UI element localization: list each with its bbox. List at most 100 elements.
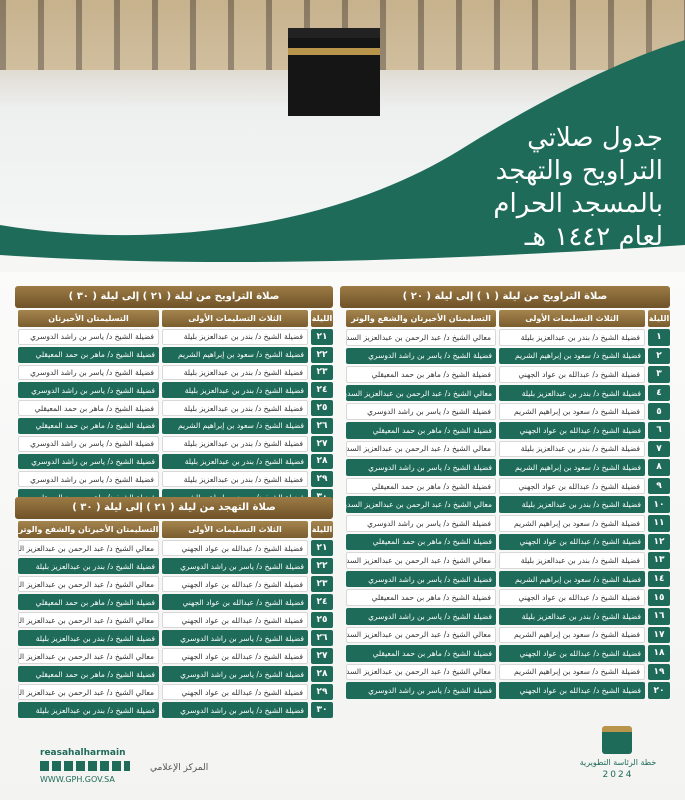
name-cell: معالي الشيخ د/ عبد الرحمن بن عبدالعزيز ا… — [346, 384, 496, 402]
name-cell: فضيلة الشيخ د/ بندر بن عبدالعزيز بليلة — [18, 630, 159, 646]
name-cell: فضيلة الشيخ د/ ماهر بن حمد المعيقلي — [346, 421, 496, 439]
table-row: ٢٦ فضيلة الشيخ د/ سعود بن إبراهيم الشريم ف… — [15, 417, 333, 434]
night-cell: ٢٤ — [311, 382, 333, 399]
table-row: ٣ فضيلة الشيخ د/ عبدالله بن عواد الجهني فض… — [340, 366, 670, 383]
hero-photo: جدول صلاتي التراويح والتهجد بالمسجد الحرام… — [0, 0, 685, 272]
name-cell: فضيلة الشيخ د/ ماهر بن حمد المعيقلي — [18, 666, 159, 682]
name-cell: معالي الشيخ د/ عبد الرحمن بن عبدالعزيز ا… — [346, 440, 496, 458]
name-cell: معالي الشيخ د/ عبد الرحمن بن عبدالعزيز ا… — [346, 496, 496, 513]
table-row: ٢٩ فضيلة الشيخ د/ بندر بن عبدالعزيز بليلة… — [15, 471, 333, 488]
header-cell: الليلة — [311, 521, 333, 538]
table-row: ١٦ فضيلة الشيخ د/ بندر بن عبدالعزيز بليلة… — [340, 607, 670, 625]
night-cell: ٤ — [648, 384, 670, 402]
table-row: ٢٣ فضيلة الشيخ د/ عبدالله بن عواد الجهني م… — [15, 576, 333, 592]
name-cell: فضيلة الشيخ د/ ياسر بن راشد الدوسري — [162, 666, 308, 682]
night-cell: ٢٩ — [311, 471, 333, 488]
name-cell: فضيلة الشيخ د/ ماهر بن حمد المعيقلي — [18, 400, 159, 416]
name-cell: فضيلة الشيخ د/ عبدالله بن عواد الجهني — [499, 682, 645, 699]
name-cell: فضيلة الشيخ د/ بندر بن عبدالعزيز بليلة — [18, 702, 159, 718]
night-cell: ٢٥ — [311, 612, 333, 628]
name-cell: فضيلة الشيخ د/ سعود بن إبراهيم الشريم — [162, 417, 308, 434]
title-line: التراويح والتهجد — [495, 156, 663, 186]
name-cell: فضيلة الشيخ د/ ماهر بن حمد المعيقلي — [18, 594, 159, 610]
name-cell: فضيلة الشيخ د/ بندر بن عبدالعزيز بليلة — [499, 552, 645, 569]
wave-shape — [0, 40, 685, 272]
name-cell: معالي الشيخ د/ عبد الرحمن بن عبدالعزيز ا… — [18, 576, 159, 592]
name-cell: فضيلة الشيخ د/ عبدالله بن عواد الجهني — [162, 648, 308, 664]
name-cell: فضيلة الشيخ د/ ماهر بن حمد المعيقلي — [346, 533, 496, 551]
name-cell: معالي الشيخ د/ عبد الرحمن بن عبدالعزيز ا… — [18, 540, 159, 556]
header-cell: التسليمتان الأخيرتان — [18, 310, 159, 327]
table-row: ١٠ فضيلة الشيخ د/ بندر بن عبدالعزيز بليلة… — [340, 496, 670, 513]
table-row: ٢ فضيلة الشيخ د/ سعود بن إبراهيم الشريم فض… — [340, 347, 670, 365]
table-row: ٢٩ فضيلة الشيخ د/ عبدالله بن عواد الجهني م… — [15, 684, 333, 700]
name-cell: معالي الشيخ د/ عبد الرحمن بن عبدالعزيز ا… — [18, 684, 159, 700]
kaaba — [288, 28, 380, 116]
table-row: ٢٢ فضيلة الشيخ د/ ياسر بن راشد الدوسري فضي… — [15, 558, 333, 574]
night-cell: ٢٠ — [648, 682, 670, 699]
night-cell: ٢٤ — [311, 594, 333, 610]
name-cell: فضيلة الشيخ د/ بندر بن عبدالعزيز بليلة — [162, 329, 308, 345]
table-row: ٢٢ فضيلة الشيخ د/ سعود بن إبراهيم الشريم ف… — [15, 346, 333, 363]
handle: reasahalharmain — [40, 748, 126, 758]
name-cell: فضيلة الشيخ د/ عبدالله بن عواد الجهني — [499, 645, 645, 662]
table-row: ٩ فضيلة الشيخ د/ عبدالله بن عواد الجهني فض… — [340, 477, 670, 495]
night-cell: ١ — [648, 329, 670, 346]
table-row: ١٩ فضيلة الشيخ د/ سعود بن إبراهيم الشريم م… — [340, 663, 670, 681]
kaaba-band — [288, 48, 380, 55]
table-row: ٢٨ فضيلة الشيخ د/ بندر بن عبدالعزيز بليلة… — [15, 453, 333, 470]
name-cell: فضيلة الشيخ د/ ياسر بن راشد الدوسري — [18, 471, 159, 488]
name-cell: فضيلة الشيخ د/ عبدالله بن عواد الجهني — [162, 684, 308, 700]
name-cell: فضيلة الشيخ د/ ياسر بن راشد الدوسري — [18, 364, 159, 381]
name-cell: فضيلة الشيخ د/ ياسر بن راشد الدوسري — [346, 347, 496, 365]
night-cell: ٧ — [648, 440, 670, 458]
name-cell: فضيلة الشيخ د/ بندر بن عبدالعزيز بليلة — [162, 382, 308, 399]
plan-year: 2024 — [602, 770, 634, 780]
title: جدول صلاتي التراويح والتهجد بالمسجد الحرام… — [493, 122, 663, 254]
night-cell: ٢٦ — [311, 630, 333, 646]
table-row: ١٤ فضيلة الشيخ د/ سعود بن إبراهيم الشريم ف… — [340, 570, 670, 588]
night-cell: ٢١ — [311, 329, 333, 345]
night-cell: ٢١ — [311, 540, 333, 556]
table-row: ١١ فضيلة الشيخ د/ سعود بن إبراهيم الشريم ف… — [340, 514, 670, 532]
night-cell: ٢٢ — [311, 558, 333, 574]
logo — [602, 726, 632, 754]
night-cell: ٢٦ — [311, 417, 333, 434]
name-cell: فضيلة الشيخ د/ بندر بن عبدالعزيز بليلة — [162, 435, 308, 452]
table-row: ١٨ فضيلة الشيخ د/ عبدالله بن عواد الجهني ف… — [340, 645, 670, 662]
name-cell: معالي الشيخ د/ عبد الرحمن بن عبدالعزيز ا… — [18, 648, 159, 664]
name-cell: فضيلة الشيخ د/ ماهر بن حمد المعيقلي — [346, 645, 496, 662]
name-cell: فضيلة الشيخ د/ بندر بن عبدالعزيز بليلة — [499, 607, 645, 625]
table: صلاة التهجد من ليلة ( ٢١ ) إلى ليلة ( ٣٠… — [15, 497, 333, 718]
header-cell: الثلاث التسليمات الأولى — [162, 521, 308, 538]
night-cell: ١٥ — [648, 589, 670, 606]
name-cell: فضيلة الشيخ د/ عبدالله بن عواد الجهني — [499, 366, 645, 383]
name-cell: فضيلة الشيخ د/ سعود بن إبراهيم الشريم — [499, 626, 645, 644]
header-cell: الثلاث التسليمات الأولى — [499, 310, 645, 327]
table-row: ٢٥ فضيلة الشيخ د/ بندر بن عبدالعزيز بليلة… — [15, 400, 333, 416]
night-cell: ٢٣ — [311, 364, 333, 381]
name-cell: فضيلة الشيخ د/ بندر بن عبدالعزيز بليلة — [499, 496, 645, 513]
night-cell: ١٣ — [648, 552, 670, 569]
table-row: ٢٦ فضيلة الشيخ د/ ياسر بن راشد الدوسري فضي… — [15, 630, 333, 646]
night-cell: ٥ — [648, 403, 670, 420]
title-line: بالمسجد الحرام — [493, 189, 663, 219]
table-row: ٥ فضيلة الشيخ د/ سعود بن إبراهيم الشريم فض… — [340, 403, 670, 420]
night-cell: ٣ — [648, 366, 670, 383]
name-cell: فضيلة الشيخ د/ ياسر بن راشد الدوسري — [346, 403, 496, 420]
media-center: المركز الإعلامي — [150, 763, 209, 773]
name-cell: فضيلة الشيخ د/ بندر بن عبدالعزيز بليلة — [499, 440, 645, 458]
table-row: ١٢ فضيلة الشيخ د/ عبدالله بن عواد الجهني ف… — [340, 533, 670, 551]
header-row: الليلة الثلاث التسليمات الأولى التسليمتان … — [15, 310, 333, 327]
title-line: لعام ١٤٤٢ هـ — [524, 222, 663, 252]
table-title: صلاة التهجد من ليلة ( ٢١ ) إلى ليلة ( ٣٠… — [15, 497, 333, 519]
night-cell: ٦ — [648, 421, 670, 439]
website: WWW.GPH.GOV.SA — [40, 775, 115, 784]
header-row: الليلة الثلاث التسليمات الأولى التسليمتان … — [15, 521, 333, 538]
name-cell: فضيلة الشيخ د/ عبدالله بن عواد الجهني — [162, 540, 308, 556]
name-cell: معالي الشيخ د/ عبد الرحمن بن عبدالعزيز ا… — [346, 552, 496, 569]
wave-edge — [0, 245, 685, 272]
table-row: ١٧ فضيلة الشيخ د/ سعود بن إبراهيم الشريم م… — [340, 626, 670, 644]
table-row: ٢٤ فضيلة الشيخ د/ عبدالله بن عواد الجهني ف… — [15, 594, 333, 610]
name-cell: فضيلة الشيخ د/ سعود بن إبراهيم الشريم — [499, 514, 645, 532]
